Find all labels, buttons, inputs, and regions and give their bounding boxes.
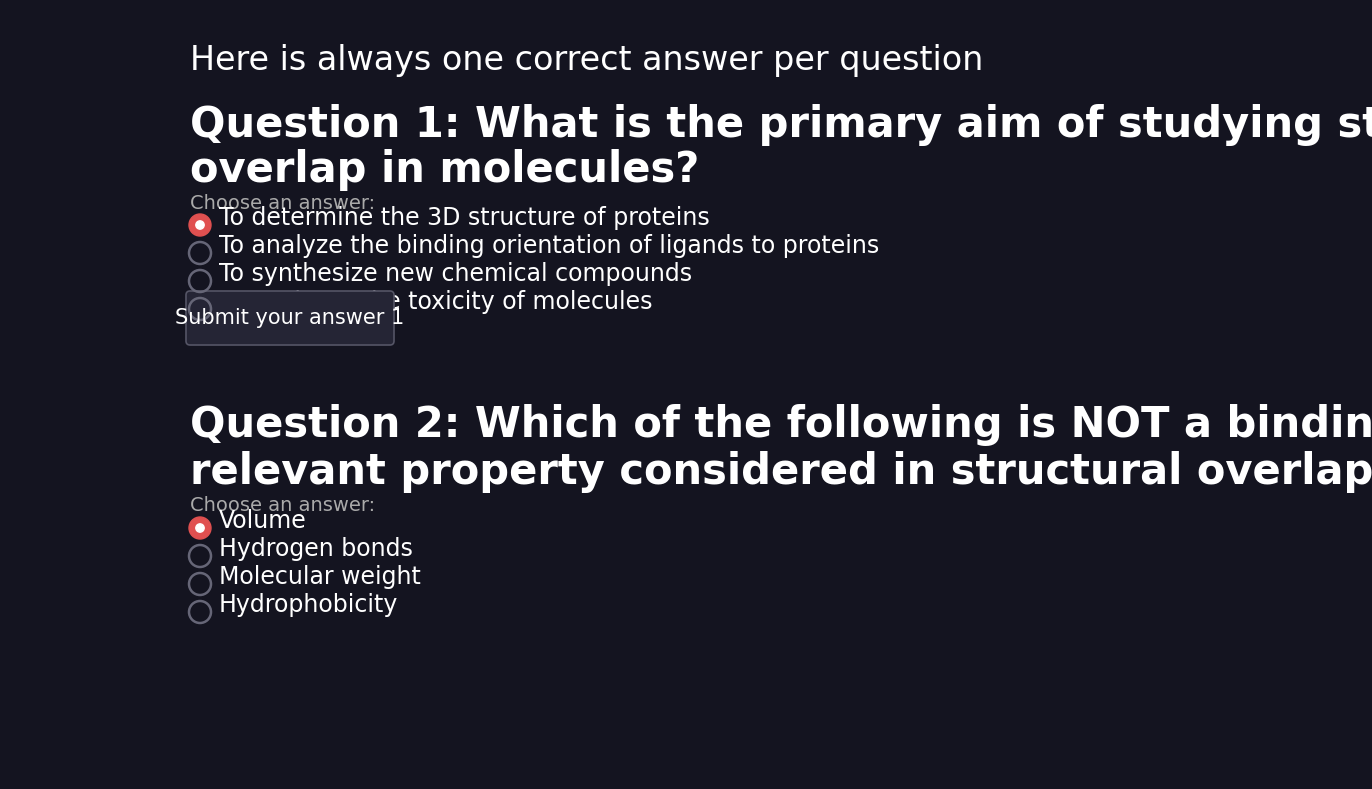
Text: Here is always one correct answer per question: Here is always one correct answer per qu… — [189, 44, 984, 77]
Text: overlap in molecules?: overlap in molecules? — [189, 149, 700, 191]
Text: Molecular weight: Molecular weight — [220, 565, 421, 589]
Text: To evaluate the toxicity of molecules: To evaluate the toxicity of molecules — [220, 290, 653, 314]
FancyBboxPatch shape — [187, 291, 394, 345]
Circle shape — [189, 214, 211, 236]
Text: Question 2: Which of the following is NOT a binding-: Question 2: Which of the following is NO… — [189, 404, 1372, 446]
Text: Hydrogen bonds: Hydrogen bonds — [220, 537, 413, 561]
Text: To determine the 3D structure of proteins: To determine the 3D structure of protein… — [220, 206, 709, 230]
Text: Choose an answer:: Choose an answer: — [189, 496, 375, 515]
Text: To synthesize new chemical compounds: To synthesize new chemical compounds — [220, 262, 691, 286]
Text: relevant property considered in structural overlap?: relevant property considered in structur… — [189, 451, 1372, 493]
Text: Choose an answer:: Choose an answer: — [189, 194, 375, 213]
Circle shape — [196, 524, 204, 532]
Text: Volume: Volume — [220, 509, 307, 533]
Circle shape — [189, 517, 211, 539]
Text: Hydrophobicity: Hydrophobicity — [220, 593, 398, 617]
Circle shape — [196, 221, 204, 229]
Text: Question 1: What is the primary aim of studying structural: Question 1: What is the primary aim of s… — [189, 104, 1372, 146]
Text: To analyze the binding orientation of ligands to proteins: To analyze the binding orientation of li… — [220, 234, 879, 258]
Text: Submit your answer 1: Submit your answer 1 — [176, 308, 405, 328]
